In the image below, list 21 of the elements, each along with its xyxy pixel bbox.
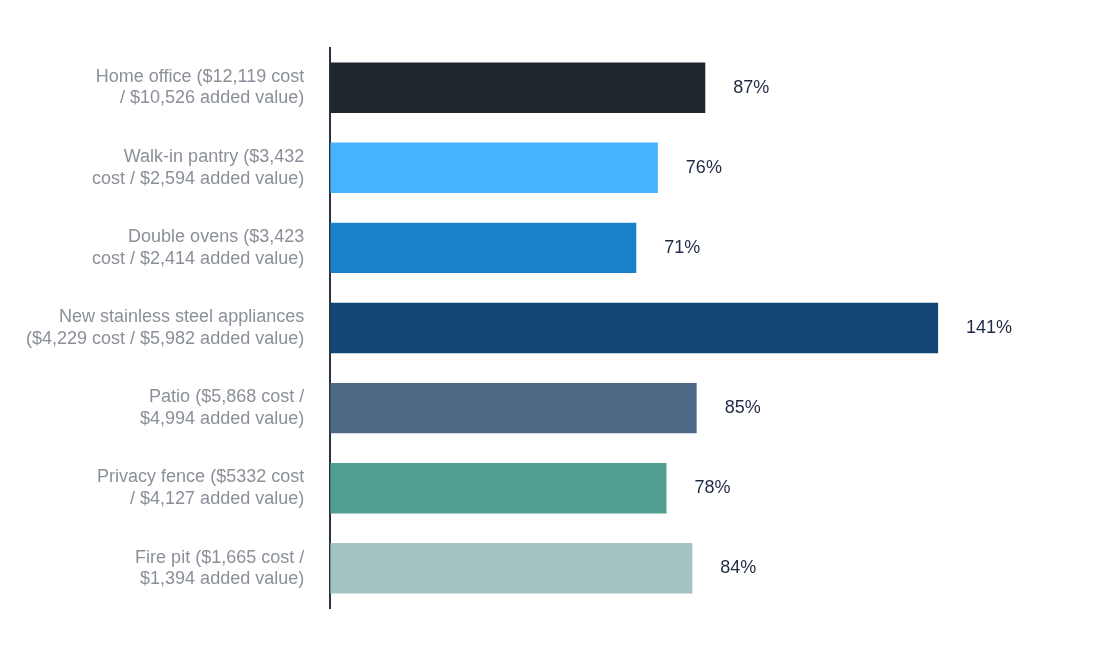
data-label: 85% — [724, 397, 761, 418]
data-label: 87% — [733, 76, 770, 97]
y-tick-label: Fire pit ($1,665 cost / $1,394 added value) — [135, 546, 305, 589]
bar — [330, 222, 637, 274]
data-label: 78% — [694, 477, 731, 498]
y-tick-label: Privacy fence ($5332 cost / $4,127 added value) — [97, 466, 305, 508]
bar — [330, 142, 658, 194]
bar — [330, 62, 706, 113]
y-tick-label: Home office ($12,119 cost / $10,526 added value) — [95, 65, 305, 108]
data-label: 84% — [720, 557, 757, 578]
y-tick-label: Walk-in pantry ($3,432 cost / $2,594 added value) — [92, 145, 305, 188]
y-tick-label: New stainless steel appliances ($4,229 cost / $5,982 added value) — [26, 306, 305, 348]
data-label: 141% — [966, 316, 1013, 337]
bar — [330, 302, 939, 354]
y-tick-label: Patio ($5,868 cost / $4,994 added value) — [140, 386, 305, 428]
y-tick-label: Double ovens ($3,423 cost / $2,414 added value) — [92, 226, 305, 268]
data-label: 71% — [664, 236, 701, 257]
bar — [330, 543, 693, 594]
bar — [330, 382, 697, 434]
bar — [330, 462, 667, 514]
data-label: 76% — [685, 156, 722, 177]
